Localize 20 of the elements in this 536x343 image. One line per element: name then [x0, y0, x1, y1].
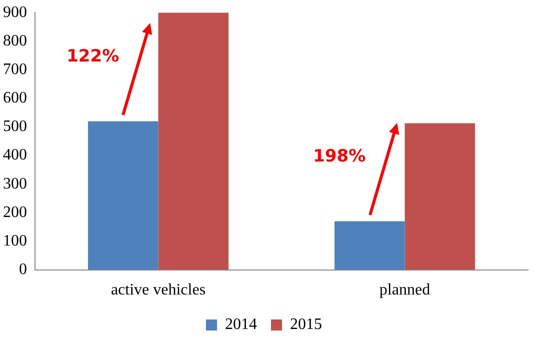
- bar: [88, 121, 158, 270]
- y-tick-label: 400: [3, 146, 27, 164]
- y-tick-label: 100: [3, 232, 27, 250]
- bar: [158, 12, 229, 270]
- y-tick-label: 700: [3, 60, 27, 78]
- annotation: 198%: [313, 146, 366, 167]
- y-tick-label: 600: [3, 90, 27, 107]
- x-tick-label: active vehicles: [110, 282, 206, 299]
- bar: [334, 221, 405, 270]
- legend-label: 2015: [290, 316, 322, 334]
- y-tick-label: 900: [3, 4, 27, 21]
- y-tick-label: 200: [3, 204, 27, 221]
- bar: [404, 123, 476, 270]
- y-tick-label: 0: [19, 261, 27, 278]
- x-tick-label: planned: [379, 282, 430, 299]
- legend-label: 2014: [225, 316, 257, 334]
- y-tick-label: 300: [3, 175, 27, 192]
- y-tick-label: 500: [3, 118, 27, 136]
- annotation: 122%: [66, 46, 120, 67]
- y-tick-label: 800: [3, 32, 27, 50]
